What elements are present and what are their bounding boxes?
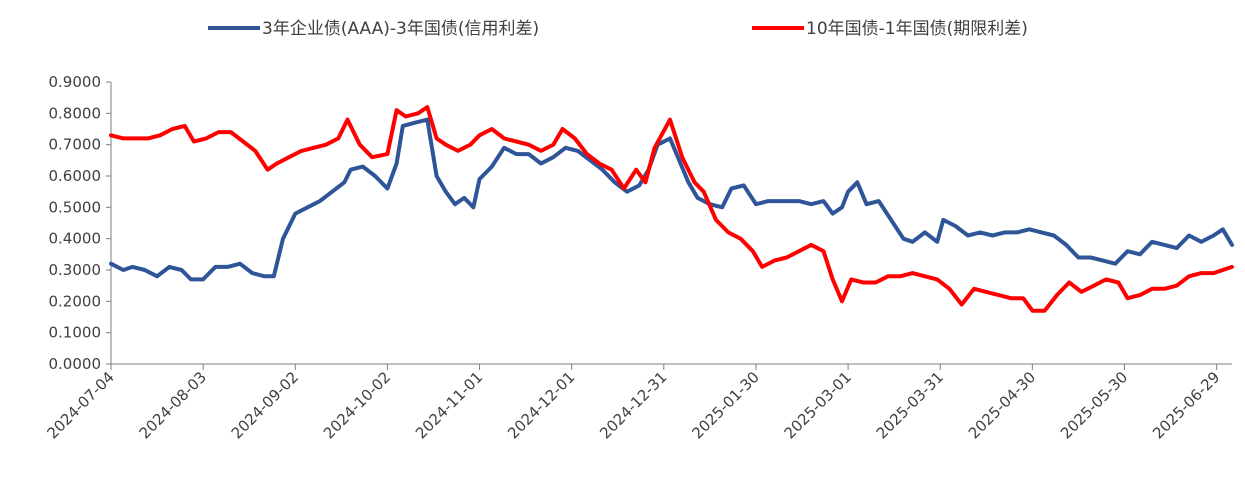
- legend: 3年企业债(AAA)-3年国债(信用利差) 10年国债-1年国债(期限利差): [208, 19, 1028, 39]
- series-line-1: [109, 117, 1234, 282]
- legend-label-1: 3年企业债(AAA)-3年国债(信用利差): [262, 19, 539, 39]
- y-axis: 0.0000 0.1000 0.2000 0.3000 0.4000 0.5000 0.60…: [49, 73, 112, 373]
- y-tick-label: 0.4000: [49, 230, 102, 248]
- legend-label-2: 10年国债-1年国债(期限利差): [806, 19, 1028, 39]
- y-tick-label: 0.0000: [49, 355, 102, 373]
- x-tick-label: 2025-05-30: [1057, 368, 1131, 442]
- y-tick-label: 0.8000: [49, 104, 102, 122]
- x-tick-label: 2024-08-03: [136, 368, 210, 442]
- y-tick-label: 0.9000: [49, 73, 102, 91]
- x-tick-label: 2024-10-02: [320, 368, 394, 442]
- x-tick-label: 2024-12-01: [504, 368, 578, 442]
- series-line-2: [109, 105, 1234, 313]
- x-tick-label: 2025-04-30: [965, 368, 1039, 442]
- x-tick-label: 2025-06-29: [1149, 368, 1223, 442]
- x-axis: 2024-07-04 2024-08-03 2024-09-02 2024-10-02…: [43, 363, 1232, 442]
- y-tick-label: 0.6000: [49, 167, 102, 185]
- y-tick-label: 0.2000: [49, 292, 102, 310]
- x-tick-label: 2025-03-31: [873, 368, 947, 442]
- x-tick-label: 2025-01-30: [688, 368, 762, 442]
- x-tick-label: 2024-11-01: [412, 368, 486, 442]
- y-tick-label: 0.7000: [49, 136, 102, 154]
- x-tick-label: 2024-12-31: [596, 368, 670, 442]
- y-tick-label: 0.1000: [49, 324, 102, 342]
- y-tick-label: 0.3000: [49, 261, 102, 279]
- x-tick-label: 2024-07-04: [43, 368, 117, 442]
- y-tick-label: 0.5000: [49, 198, 102, 216]
- x-tick-label: 2025-03-01: [781, 368, 855, 442]
- x-tick-label: 2024-09-02: [228, 368, 302, 442]
- series-layer: [109, 105, 1234, 313]
